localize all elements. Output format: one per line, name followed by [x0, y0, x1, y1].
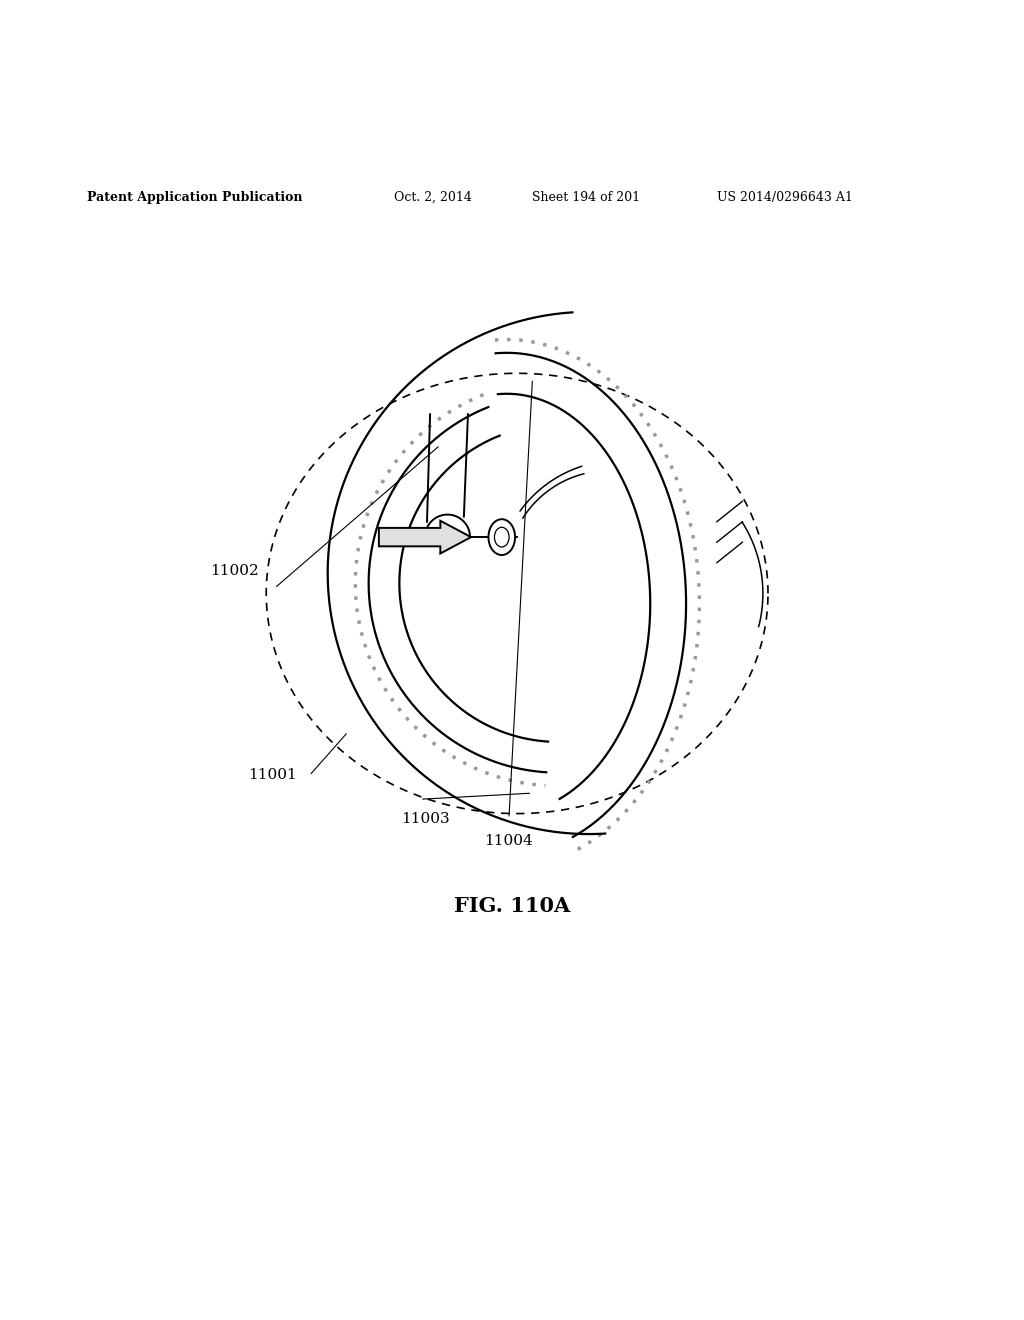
Text: Oct. 2, 2014: Oct. 2, 2014 — [394, 191, 472, 205]
Text: 11002: 11002 — [210, 564, 259, 578]
Polygon shape — [379, 520, 471, 553]
Text: 11004: 11004 — [484, 834, 534, 847]
Text: US 2014/0296643 A1: US 2014/0296643 A1 — [717, 191, 853, 205]
Text: 11001: 11001 — [248, 767, 297, 781]
Text: Sheet 194 of 201: Sheet 194 of 201 — [532, 191, 641, 205]
Text: Patent Application Publication: Patent Application Publication — [87, 191, 302, 205]
Ellipse shape — [488, 519, 515, 554]
Text: 11003: 11003 — [400, 812, 450, 825]
Text: FIG. 110A: FIG. 110A — [454, 895, 570, 916]
Ellipse shape — [495, 527, 509, 546]
